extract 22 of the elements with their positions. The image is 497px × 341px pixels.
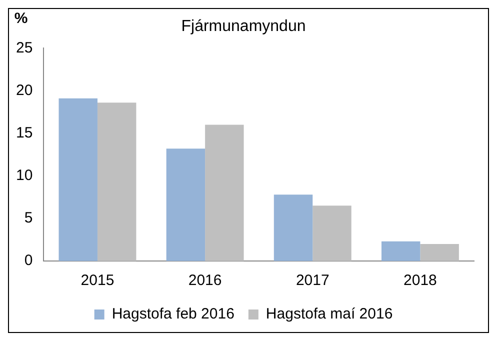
x-tick-label: 2018 bbox=[404, 272, 437, 290]
y-tick-label: 0 bbox=[24, 252, 33, 270]
bar bbox=[97, 102, 136, 261]
y-tick-label: 20 bbox=[16, 82, 33, 99]
y-tick-label: 5 bbox=[24, 210, 33, 227]
y-tick-label: 25 bbox=[16, 39, 33, 56]
x-tick-label: 2015 bbox=[80, 272, 114, 290]
legend-label: Hagstofa maí 2016 bbox=[266, 306, 393, 323]
bar bbox=[274, 194, 313, 261]
x-tick-label: 2017 bbox=[296, 272, 330, 290]
y-axis-title: % bbox=[14, 10, 28, 27]
chart-title: Fjármunamyndun bbox=[181, 18, 306, 36]
bar bbox=[166, 148, 206, 261]
legend-label: Hagstofa feb 2016 bbox=[112, 306, 234, 323]
bar bbox=[312, 206, 352, 261]
bar bbox=[205, 124, 244, 261]
bar bbox=[58, 98, 98, 261]
y-tick-label: 15 bbox=[16, 124, 33, 142]
bar bbox=[381, 241, 420, 261]
x-tick-label: 2016 bbox=[188, 272, 222, 290]
bar bbox=[420, 244, 459, 261]
y-tick-label: 10 bbox=[16, 167, 33, 184]
